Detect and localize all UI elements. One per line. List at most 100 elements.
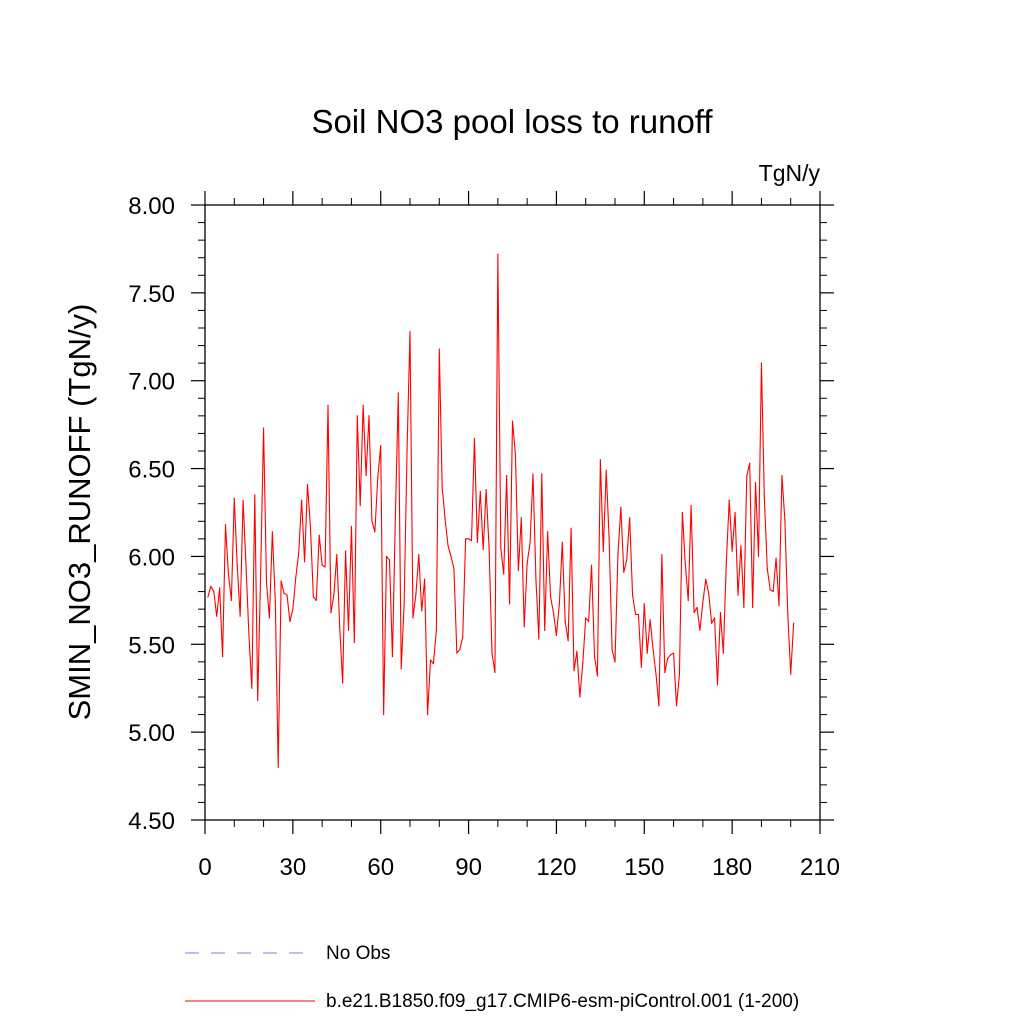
data-point bbox=[620, 506, 622, 508]
data-point bbox=[737, 594, 739, 596]
tick-labels: 0 30 60 90 120 150 180 210 4.50 5.00 5.50 6.00 6.50 7… bbox=[128, 193, 840, 881]
data-point bbox=[652, 648, 654, 651]
data-point bbox=[321, 564, 323, 566]
data-point bbox=[699, 629, 701, 631]
data-point bbox=[459, 648, 461, 651]
data-point bbox=[640, 666, 642, 668]
data-point bbox=[359, 504, 361, 507]
data-point bbox=[719, 612, 722, 614]
data-point bbox=[605, 469, 607, 471]
data-point bbox=[740, 545, 742, 547]
data-point bbox=[488, 547, 490, 549]
data-point bbox=[781, 475, 783, 477]
data-point bbox=[254, 494, 256, 496]
data-point bbox=[734, 511, 736, 514]
data-point bbox=[221, 655, 224, 658]
data-point bbox=[271, 531, 273, 533]
data-point bbox=[432, 663, 435, 665]
data-point bbox=[409, 330, 411, 333]
y-tick-label: 7.50 bbox=[128, 281, 175, 308]
data-point bbox=[262, 427, 265, 429]
data-point bbox=[251, 687, 253, 689]
y-tick-label: 6.00 bbox=[128, 544, 175, 571]
data-point bbox=[655, 673, 657, 675]
data-point bbox=[775, 557, 777, 559]
data-point bbox=[667, 657, 669, 659]
data-point bbox=[286, 594, 288, 596]
data-point bbox=[743, 606, 745, 608]
data-point bbox=[213, 590, 215, 593]
data-point bbox=[752, 606, 754, 608]
data-point bbox=[749, 462, 751, 464]
data-point bbox=[438, 348, 440, 350]
data-point bbox=[400, 668, 402, 670]
data-point bbox=[722, 652, 724, 654]
data-point bbox=[708, 592, 710, 594]
data-point bbox=[301, 499, 303, 501]
data-point bbox=[634, 613, 637, 616]
data-point bbox=[426, 713, 429, 716]
data-point bbox=[397, 392, 399, 394]
data-point bbox=[494, 671, 496, 674]
data-point bbox=[579, 696, 581, 698]
y-tick-label: 7.00 bbox=[128, 369, 175, 396]
data-point bbox=[421, 610, 423, 612]
y-tick-label: 5.00 bbox=[128, 720, 175, 747]
data-point bbox=[353, 641, 355, 644]
data-point bbox=[465, 538, 467, 540]
data-point bbox=[350, 525, 353, 528]
units-label: TgN/y bbox=[759, 160, 821, 186]
data-point bbox=[772, 590, 774, 593]
data-point bbox=[391, 655, 394, 658]
x-tick-label: 150 bbox=[624, 854, 664, 881]
data-point bbox=[684, 562, 686, 565]
data-point bbox=[356, 415, 358, 417]
data-point bbox=[318, 534, 320, 536]
data-point bbox=[339, 626, 341, 628]
data-point bbox=[333, 594, 335, 596]
data-point bbox=[693, 612, 695, 614]
data-point bbox=[558, 603, 560, 605]
data-point bbox=[529, 541, 531, 543]
data-point bbox=[485, 489, 487, 491]
data-point bbox=[576, 650, 578, 652]
data-point bbox=[637, 613, 640, 616]
data-point bbox=[532, 473, 534, 475]
data-point bbox=[549, 596, 552, 598]
data-point bbox=[470, 540, 473, 542]
data-point bbox=[538, 638, 540, 640]
data-point bbox=[230, 599, 232, 601]
data-point bbox=[552, 612, 555, 614]
data-point bbox=[664, 671, 666, 674]
x-tick-label: 30 bbox=[280, 854, 307, 881]
axis-ticks bbox=[191, 191, 834, 834]
data-point bbox=[289, 620, 291, 623]
data-point bbox=[418, 554, 420, 556]
data-point bbox=[336, 554, 338, 556]
x-tick-label: 0 bbox=[198, 854, 211, 881]
data-point bbox=[602, 550, 604, 552]
data-point bbox=[561, 541, 563, 543]
data-point bbox=[790, 673, 792, 675]
data-point bbox=[292, 608, 294, 610]
data-point bbox=[403, 603, 405, 605]
data-point bbox=[268, 617, 271, 619]
data-point bbox=[661, 554, 663, 556]
x-tick-label: 60 bbox=[367, 854, 394, 881]
x-tick-label: 210 bbox=[800, 854, 840, 881]
data-point bbox=[347, 629, 350, 631]
y-tick-label: 4.50 bbox=[128, 808, 175, 835]
data-point bbox=[541, 473, 543, 475]
data-point bbox=[687, 599, 689, 601]
data-point bbox=[380, 445, 382, 447]
legend: No Obs b.e21.B1850.f09_g17.CMIP6-esm-piC… bbox=[185, 943, 799, 1012]
y-axis-label: SMIN_NO3_RUNOFF (TgN/y) bbox=[62, 304, 97, 721]
data-point bbox=[535, 578, 537, 580]
data-point bbox=[435, 629, 437, 631]
data-point bbox=[555, 634, 558, 637]
data-point bbox=[596, 675, 599, 677]
x-tick-label: 90 bbox=[455, 854, 482, 881]
data-point bbox=[757, 555, 760, 558]
data-point bbox=[280, 580, 282, 582]
data-point bbox=[265, 582, 268, 584]
